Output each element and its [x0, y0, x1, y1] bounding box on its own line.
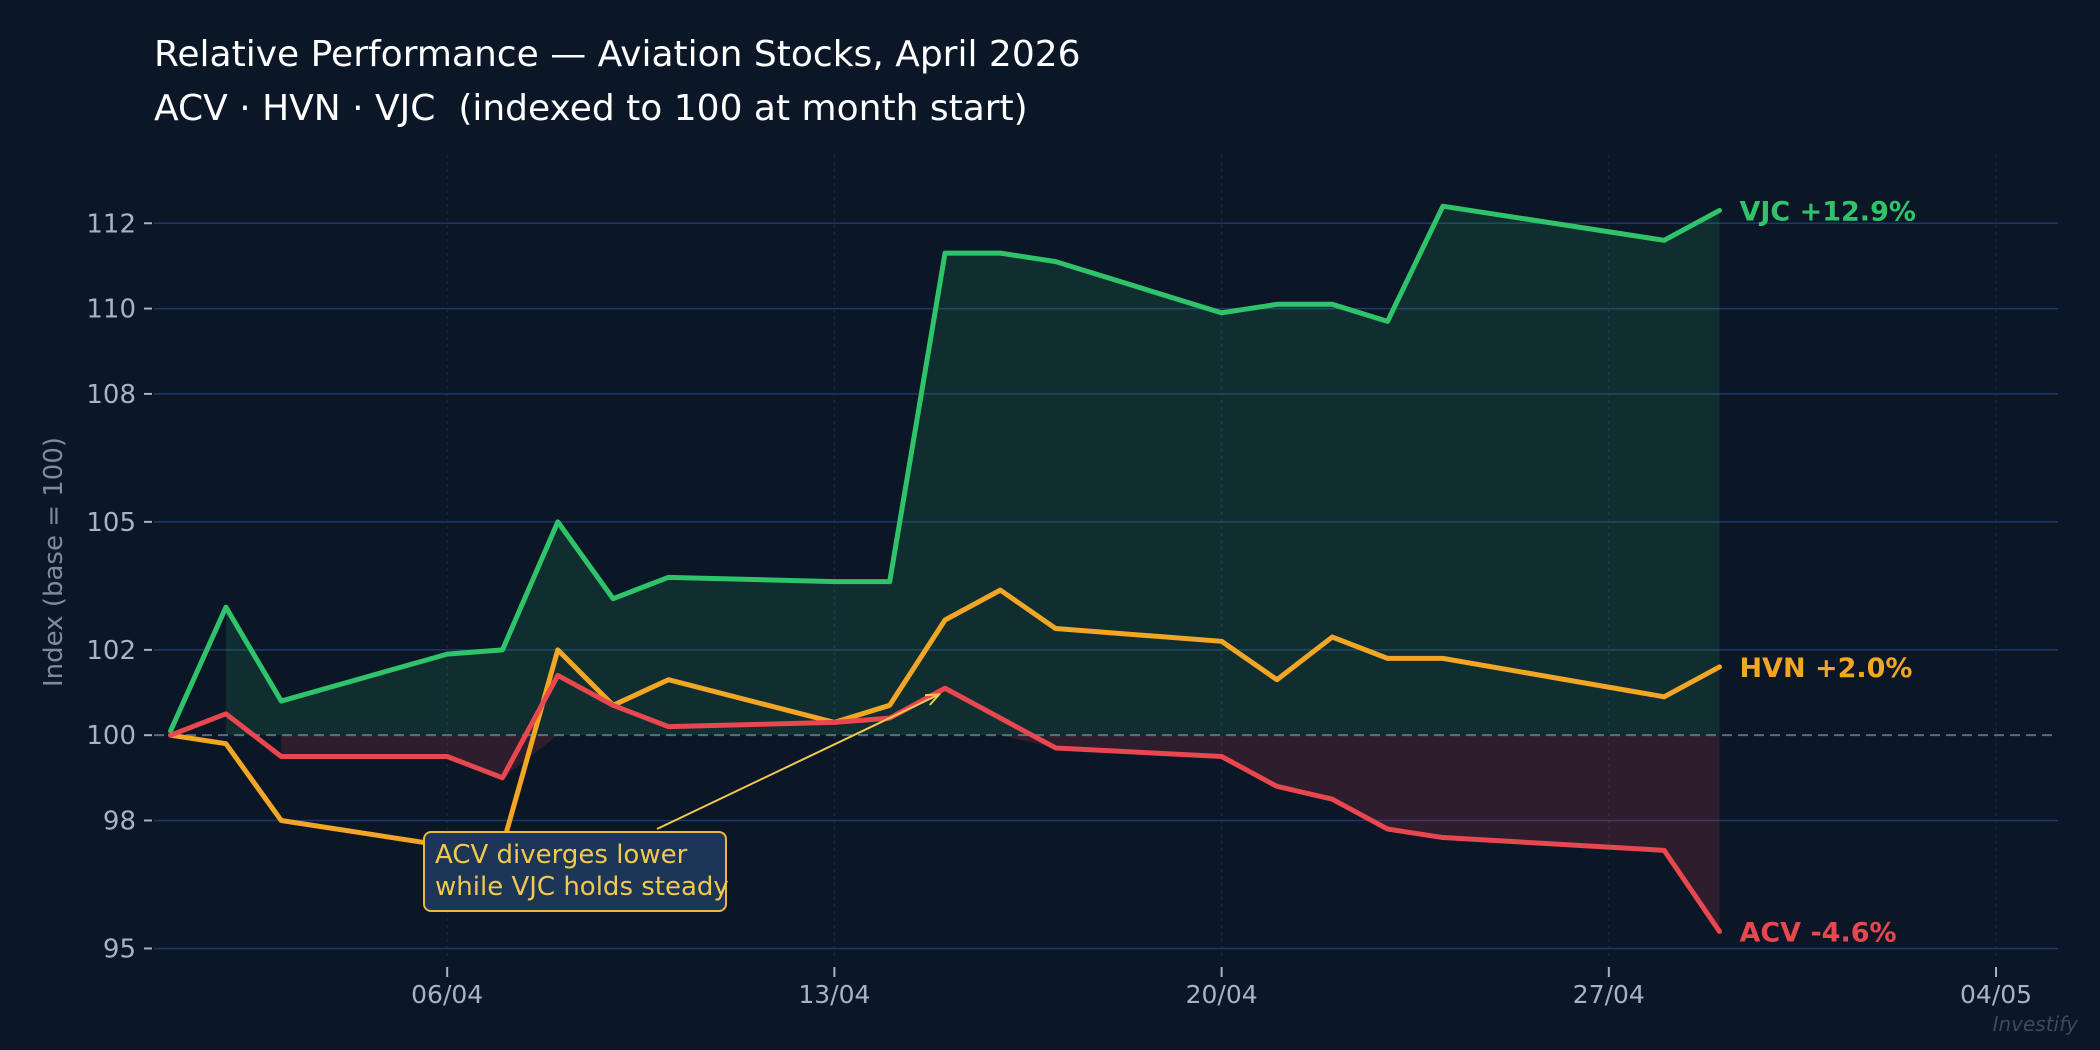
- annotation-arrow: [656, 693, 942, 830]
- x-tick-label: 13/04: [798, 980, 870, 1009]
- series-line-vjc: [168, 203, 1722, 734]
- annotation-arrow-line: [656, 693, 940, 830]
- end-labels: VJC +12.9% HVN +2.0% ACV -4.6%: [1739, 196, 1915, 948]
- chart-subtitle: ACV · HVN · VJC (indexed to 100 at month…: [154, 88, 1028, 129]
- annotation-callout: ACV diverges lower while VJC holds stead…: [423, 831, 729, 912]
- x-tick-label: 20/04: [1186, 980, 1258, 1009]
- axes: 06/04 13/04 20/04 27/04 04/05 95 98 100 102 105 10…: [86, 209, 2032, 1009]
- x-tick-label: 06/04: [411, 980, 483, 1009]
- y-tick-label: 108: [86, 380, 136, 410]
- annotation-line-2: while VJC holds steady: [435, 872, 729, 902]
- acv-area-fill: [281, 735, 1720, 932]
- x-tick-label: 04/05: [1960, 980, 2032, 1009]
- end-label-acv: ACV -4.6%: [1739, 917, 1896, 948]
- y-tick-label: 112: [86, 209, 136, 239]
- series-line-acv: [168, 672, 1722, 934]
- end-label-vjc: VJC +12.9%: [1739, 196, 1915, 227]
- area-fills: [225, 206, 1720, 932]
- y-tick-label: 105: [86, 508, 136, 538]
- y-tick-label: 100: [86, 721, 136, 751]
- x-tick-label: 27/04: [1573, 980, 1645, 1009]
- end-label-hvn: HVN +2.0%: [1739, 653, 1912, 684]
- chart-title: Relative Performance — Aviation Stocks, …: [154, 34, 1081, 75]
- y-tick-label: 110: [86, 295, 136, 325]
- annotation-arrow-head: [924, 693, 942, 706]
- y-tick-label: 95: [103, 934, 136, 964]
- watermark: Investify: [1992, 1012, 2078, 1036]
- vjc-area-fill: [225, 206, 1720, 736]
- annotation-line-1: ACV diverges lower: [435, 840, 688, 870]
- y-axis-label: Index (base = 100): [39, 437, 69, 687]
- y-tick-label: 102: [86, 636, 136, 666]
- y-tick-label: 98: [103, 806, 136, 836]
